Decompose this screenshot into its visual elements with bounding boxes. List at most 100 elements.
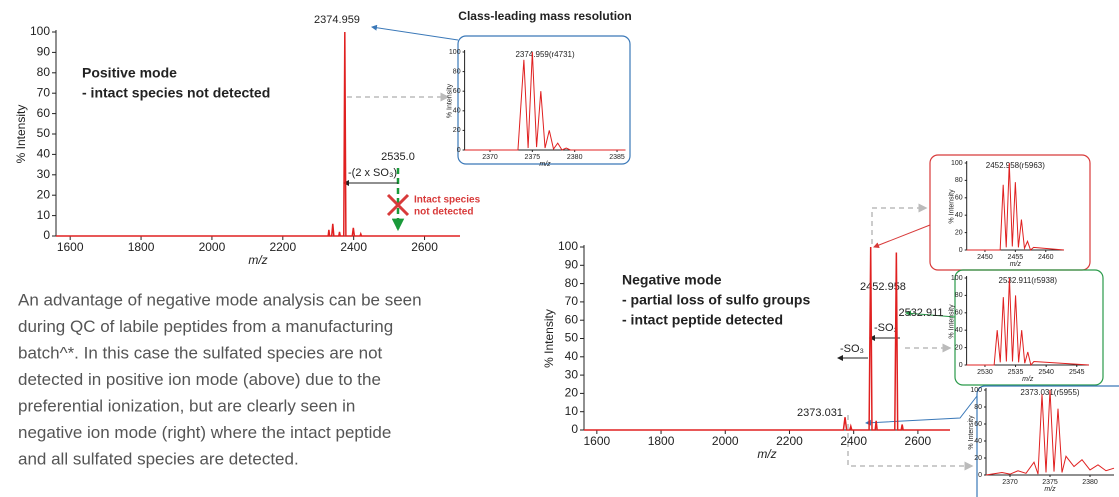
x-tick-label: 2600 (905, 434, 932, 448)
y-tick-label: 50 (37, 126, 51, 140)
annotation: 2535.0 (381, 151, 415, 163)
annotation: -SO₃ (874, 322, 898, 334)
peak-label: 2373.031 (797, 407, 843, 419)
x-tick-label: 2450 (977, 254, 993, 261)
x-tick-label: 2530 (977, 369, 993, 376)
connector (871, 203, 928, 244)
y-tick-label: 80 (37, 65, 51, 79)
y-tick-label: 80 (565, 276, 579, 290)
peak-label: 2452.958 (860, 281, 906, 293)
y-tick-label: 20 (955, 344, 963, 351)
y-tick-label: 30 (565, 367, 579, 381)
x-axis-label: m/z (1010, 261, 1022, 268)
y-tick-label: 40 (37, 147, 51, 161)
connector (865, 395, 978, 426)
annotation: -SO₃ (840, 343, 864, 355)
figure-title: Class-leading mass resolution (458, 9, 631, 23)
annotation: -(2 x SO₃) (348, 167, 397, 179)
y-tick-label: 20 (37, 187, 51, 201)
spectrum-line (464, 51, 626, 151)
connector (371, 24, 459, 41)
y-tick-label: 30 (37, 167, 51, 181)
y-axis-label: % Intensity (446, 83, 453, 118)
annotation: not detected (414, 207, 473, 218)
spectrum-line (56, 31, 460, 237)
y-tick-label: 100 (951, 160, 963, 167)
y-axis-label: % Intensity (14, 105, 28, 164)
annotation: Positive mode (82, 65, 177, 81)
y-tick-label: 20 (974, 455, 982, 462)
y-tick-label: 50 (565, 331, 579, 345)
paragraph-line: negative ion mode (right) where the inta… (18, 423, 391, 442)
paragraph-line: batch^*. In this case the sulfated speci… (18, 343, 383, 362)
paragraph-line: and all sulfated species are detected. (18, 449, 299, 468)
paragraph: An advantage of negative mode analysis c… (18, 290, 422, 468)
inset-frame (976, 385, 1119, 497)
y-tick-label: 0 (43, 228, 50, 242)
y-tick-label: 100 (30, 24, 50, 38)
spectrum-line (966, 277, 1090, 367)
annotation: - partial loss of sulfo groups (622, 292, 810, 308)
y-tick-label: 80 (453, 68, 461, 75)
paragraph-line: during QC of labile peptides from a manu… (18, 317, 393, 336)
y-tick-label: 0 (978, 472, 982, 479)
x-tick-label: 2370 (1002, 479, 1018, 486)
y-tick-label: 40 (453, 108, 461, 115)
y-tick-label: 100 (558, 239, 578, 253)
y-tick-label: 70 (37, 85, 51, 99)
x-tick-label: 1800 (648, 434, 675, 448)
y-tick-label: 60 (565, 312, 579, 326)
y-tick-label: 60 (955, 310, 963, 317)
y-tick-label: 60 (955, 195, 963, 202)
x-axis-label: m/z (757, 447, 776, 461)
y-tick-label: 40 (955, 327, 963, 334)
y-tick-label: 40 (955, 212, 963, 219)
x-tick-label: 1600 (57, 240, 84, 254)
x-tick-label: 1600 (583, 434, 610, 448)
x-tick-label: 2200 (269, 240, 296, 254)
y-tick-label: 0 (959, 362, 963, 369)
x-tick-label: 2200 (776, 434, 803, 448)
y-tick-label: 60 (37, 106, 51, 120)
spectrum-line (985, 389, 1115, 476)
y-tick-label: 90 (37, 45, 51, 59)
x-tick-label: 2380 (1082, 479, 1098, 486)
paragraph-line: preferential ionization, but are clearly… (18, 396, 355, 415)
x-tick-label: 2535 (1008, 369, 1024, 376)
annotation: - intact peptide detected (622, 312, 783, 328)
y-tick-label: 70 (565, 294, 579, 308)
spectrum-line (584, 246, 950, 431)
x-tick-label: 2375 (1042, 479, 1058, 486)
y-tick-label: 0 (457, 147, 461, 154)
y-axis-label: % Intensity (968, 415, 975, 450)
x-axis-label: m/z (1022, 376, 1034, 383)
y-tick-label: 60 (974, 421, 982, 428)
x-tick-label: 2540 (1038, 369, 1054, 376)
y-tick-label: 10 (565, 404, 579, 418)
x-tick-label: 2375 (525, 154, 541, 161)
y-tick-label: 0 (959, 247, 963, 254)
peak-label: 2374.959 (314, 14, 360, 26)
y-tick-label: 80 (955, 177, 963, 184)
y-tick-label: 0 (571, 422, 578, 436)
annotation: Intact species (414, 195, 481, 206)
y-tick-label: 100 (951, 275, 963, 282)
inset-label: 2374.959(r4731) (515, 50, 574, 59)
x-tick-label: 2380 (567, 154, 583, 161)
x-tick-label: 2600 (411, 240, 438, 254)
spectrum-line (966, 162, 1065, 251)
x-tick-label: 2000 (712, 434, 739, 448)
x-tick-label: 1800 (128, 240, 155, 254)
y-tick-label: 10 (37, 208, 51, 222)
x-tick-label: 2400 (340, 240, 367, 254)
y-tick-label: 40 (565, 349, 579, 363)
y-tick-label: 80 (974, 404, 982, 411)
inset-label: 2532.911(r5938) (999, 276, 1058, 285)
y-tick-label: 20 (955, 229, 963, 236)
y-axis-label: % Intensity (948, 304, 955, 339)
annotation: - intact species not detected (82, 85, 270, 101)
cross-icon (386, 193, 410, 217)
x-tick-label: 2545 (1069, 369, 1085, 376)
inset-frame (457, 35, 631, 165)
